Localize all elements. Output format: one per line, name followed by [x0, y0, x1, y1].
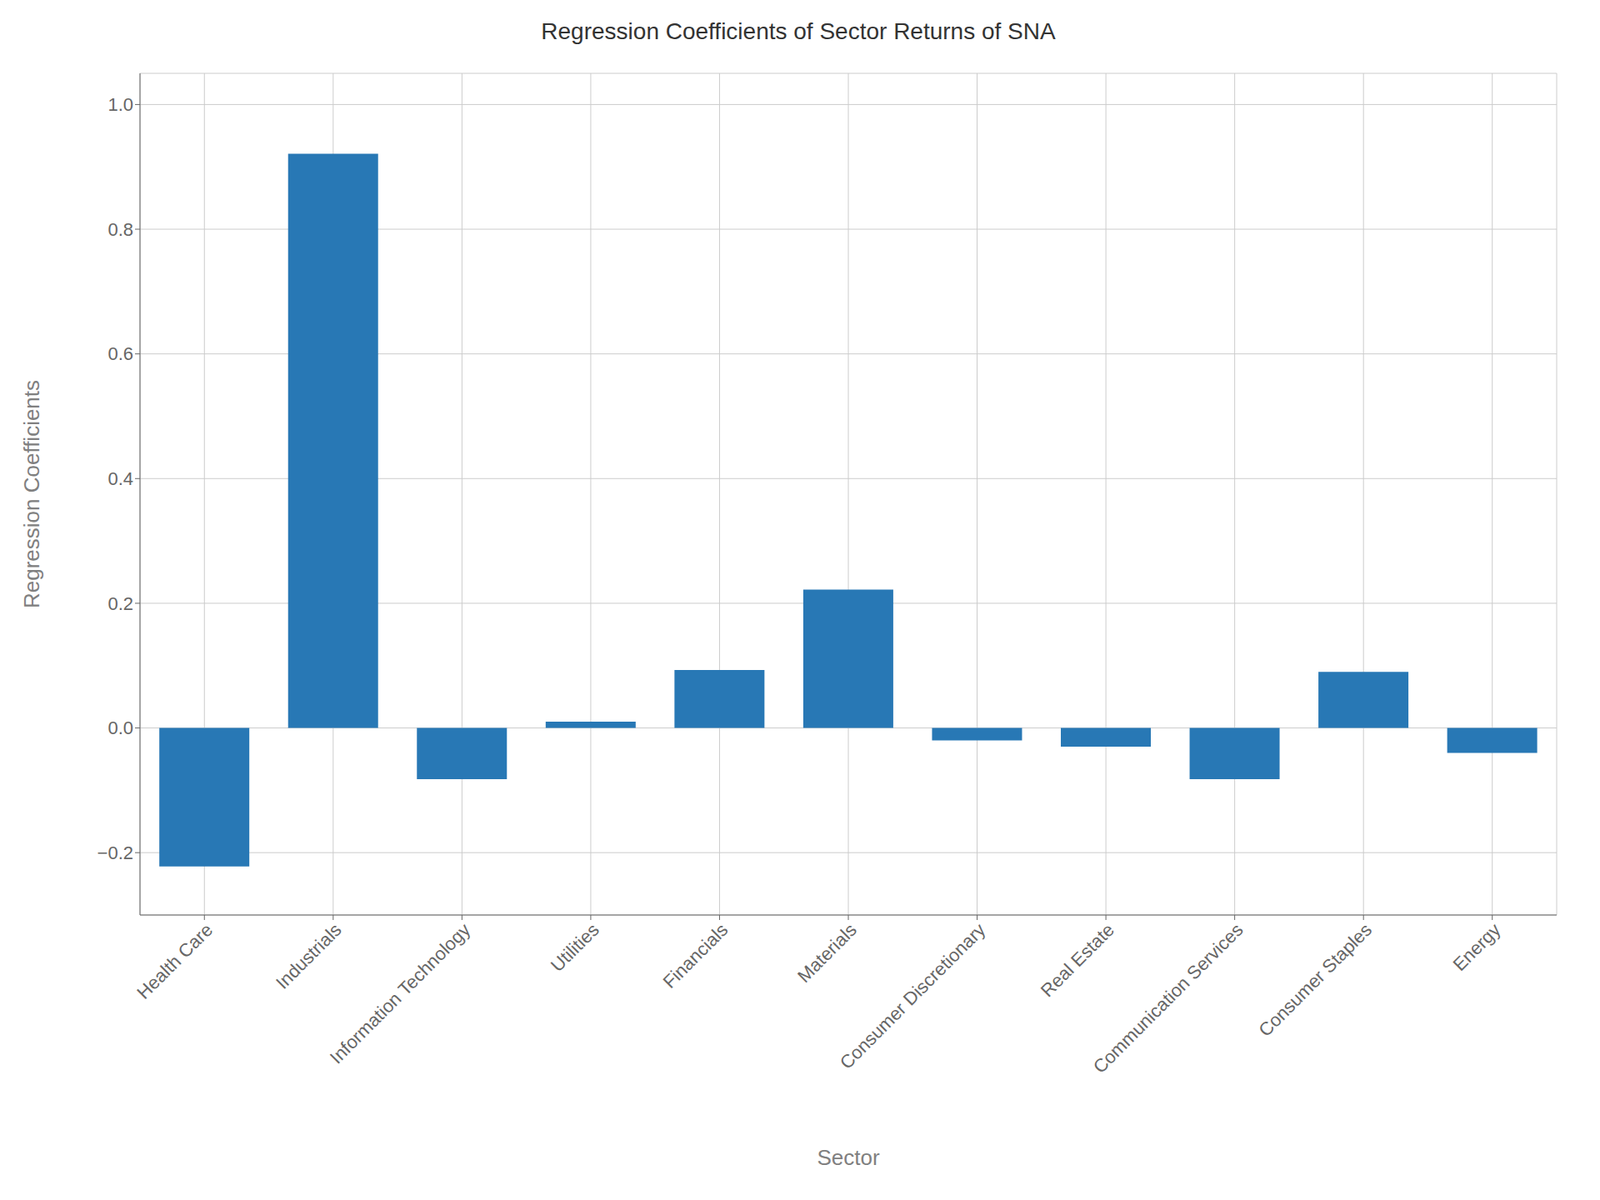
svg-text:Sector: Sector: [816, 1145, 880, 1170]
svg-text:−0.2: −0.2: [97, 842, 134, 864]
svg-text:Consumer Discretionary: Consumer Discretionary: [835, 919, 990, 1074]
svg-text:0.2: 0.2: [107, 593, 134, 615]
svg-text:Regression Coefficients: Regression Coefficients: [19, 380, 45, 609]
svg-text:0.6: 0.6: [107, 343, 134, 365]
svg-text:Real Estate: Real Estate: [1036, 919, 1119, 1001]
svg-text:Energy: Energy: [1449, 919, 1505, 975]
svg-text:1.0: 1.0: [107, 94, 134, 115]
svg-text:Financials: Financials: [659, 919, 733, 993]
svg-text:Health Care: Health Care: [132, 919, 217, 1004]
svg-text:Communication Services: Communication Services: [1089, 919, 1248, 1078]
svg-text:Consumer Staples: Consumer Staples: [1254, 919, 1376, 1041]
svg-text:Utilities: Utilities: [546, 919, 604, 976]
svg-text:Industrials: Industrials: [271, 919, 346, 994]
svg-text:0.4: 0.4: [107, 468, 134, 490]
svg-text:Information Technology: Information Technology: [325, 919, 475, 1068]
svg-text:Materials: Materials: [793, 919, 861, 987]
svg-text:0.0: 0.0: [107, 717, 134, 739]
svg-text:0.8: 0.8: [107, 219, 134, 240]
html-text:Regression Coefficients of Sec: Regression Coefficients of Sector Return…: [541, 18, 1056, 45]
